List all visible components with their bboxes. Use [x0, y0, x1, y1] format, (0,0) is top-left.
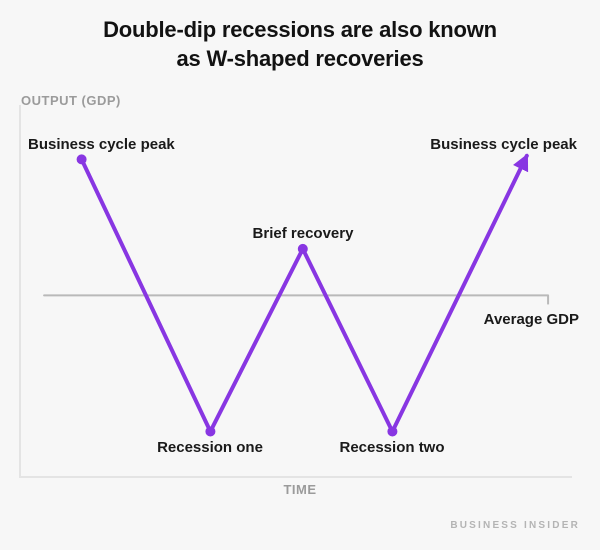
annotation-recession-one: Recession one [157, 439, 263, 456]
chart-title: Double-dip recessions are also known as W… [0, 15, 600, 74]
brand-watermark: BUSINESS INSIDER [450, 520, 580, 531]
chart-title-line2: as W-shaped recoveries [176, 46, 424, 72]
x-axis-label: TIME [283, 482, 317, 497]
data-point-dot [297, 243, 308, 254]
data-point-dot [205, 426, 216, 437]
data-point-dot [387, 426, 398, 437]
annotation-recession-two: Recession two [339, 439, 445, 456]
annotation-business-cycle-peak-right: Business cycle peak [430, 136, 577, 153]
annotation-business-cycle-peak-left: Business cycle peak [28, 136, 175, 153]
y-axis-label: OUTPUT (GDP) [21, 93, 121, 108]
y-axis-line [19, 105, 21, 478]
chart-title-line1: Double-dip recessions are also known [103, 17, 497, 42]
x-axis-line [19, 476, 572, 478]
data-point-dot [76, 154, 87, 165]
annotation-brief-recovery: Brief recovery [252, 225, 354, 242]
gdp-output-path [79, 153, 529, 434]
annotation-average-gdp: Average GDP [483, 311, 579, 328]
